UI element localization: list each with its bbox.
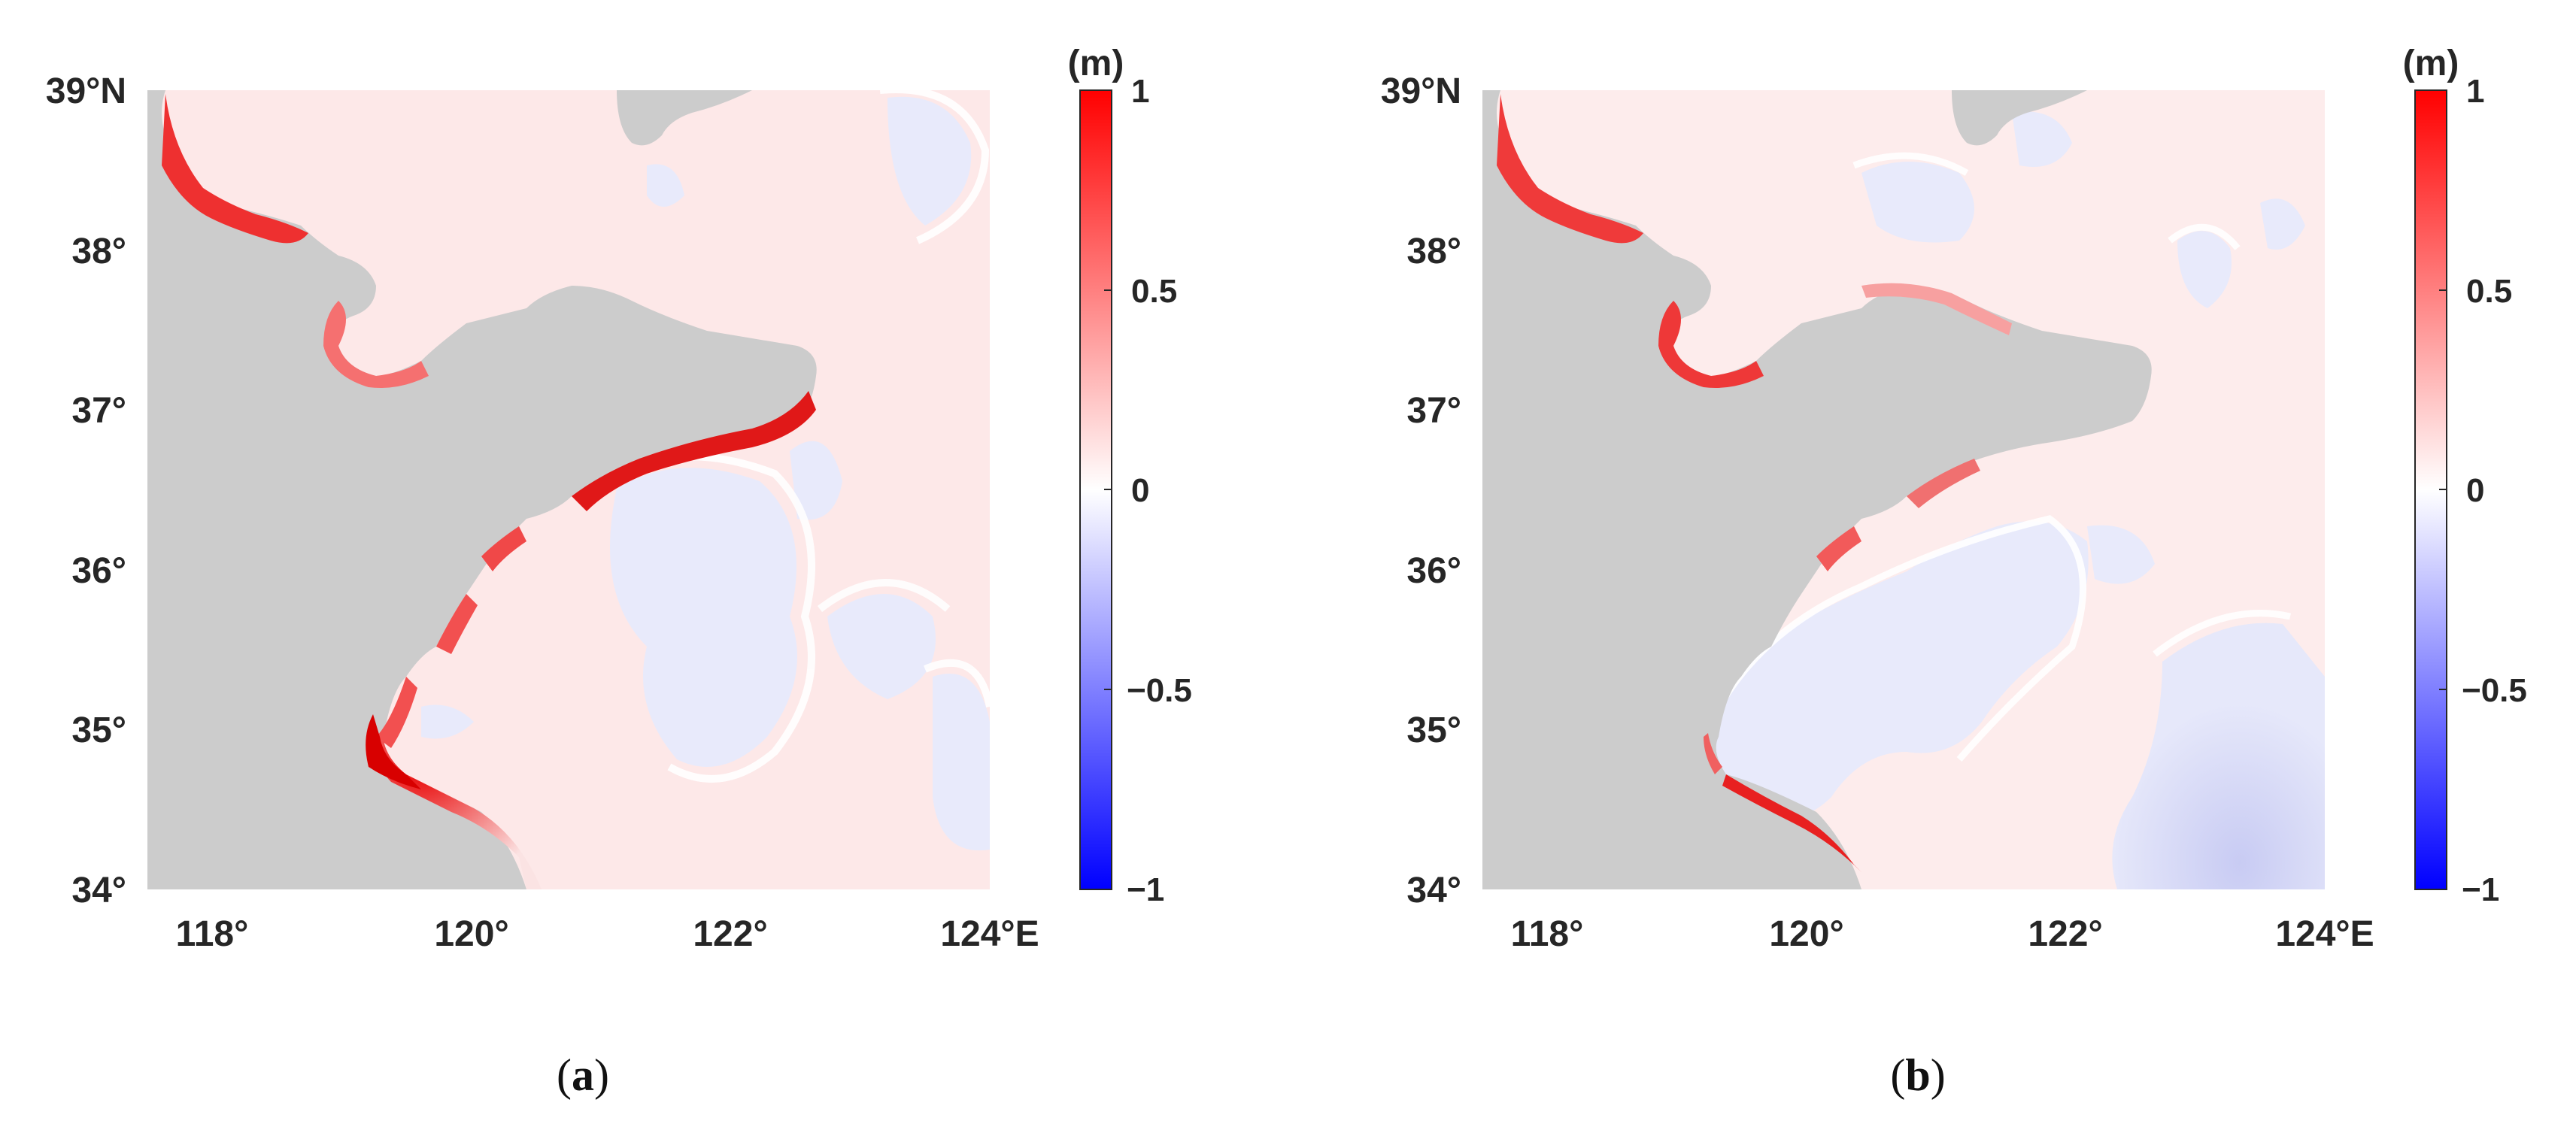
y-tick-label: 35° bbox=[71, 710, 126, 750]
land-mass bbox=[1482, 90, 2152, 889]
colorbar-unit: (m) bbox=[1068, 44, 1124, 83]
colorbar-tick: −1 bbox=[1127, 871, 1164, 908]
colorbar-tick: 0 bbox=[1131, 472, 1149, 509]
colorbar-tick: 1 bbox=[1131, 73, 1149, 110]
colorbar-tick: 1 bbox=[2466, 73, 2484, 110]
colorbar-tick: −1 bbox=[2462, 871, 2499, 908]
x-tick-label: 122° bbox=[693, 914, 767, 954]
x-tick-label: 120° bbox=[1769, 914, 1843, 954]
colorbar-unit: (m) bbox=[2403, 44, 2459, 83]
y-tick-label: 37° bbox=[1406, 391, 1461, 431]
y-tick-label: 36° bbox=[71, 551, 126, 591]
x-axis-b: 118° 120° 122° 124°E bbox=[1511, 914, 2374, 954]
x-tick-label: 122° bbox=[2028, 914, 2102, 954]
negative-anomaly-patches bbox=[421, 96, 990, 851]
y-tick-label: 37° bbox=[71, 391, 126, 431]
y-tick-label: 39°N bbox=[46, 71, 126, 111]
x-tick-label: 124°E bbox=[940, 914, 1039, 954]
land-mass bbox=[147, 90, 817, 889]
x-axis-a: 118° 120° 122° 124°E bbox=[176, 914, 1039, 954]
x-tick-label: 120° bbox=[434, 914, 508, 954]
colorbar-b: (m) 1 0.5 0 −0.5 −1 bbox=[2403, 44, 2527, 908]
colorbar-tick: 0.5 bbox=[1131, 273, 1177, 310]
y-axis-a: 39°N 38° 37° 36° 35° 34° bbox=[46, 71, 126, 910]
near-zero-contours bbox=[1707, 152, 2291, 762]
y-tick-label: 35° bbox=[1406, 710, 1461, 750]
y-tick-label: 39°N bbox=[1381, 71, 1461, 111]
panel-a: 39°N 38° 37° 36° 35° 34° 118° 120° 122° … bbox=[46, 44, 1192, 1100]
negative-anomaly-patches bbox=[1711, 111, 2325, 889]
x-tick-label: 118° bbox=[1511, 914, 1584, 954]
colorbar-tick: −0.5 bbox=[2462, 672, 2527, 709]
positive-coastal-anomaly bbox=[162, 94, 816, 889]
panel-sublabel: (b) bbox=[1890, 1050, 1945, 1100]
y-tick-label: 34° bbox=[1406, 871, 1461, 910]
y-axis-b: 39°N 38° 37° 36° 35° 34° bbox=[1381, 71, 1461, 910]
colorbar-tick: 0.5 bbox=[2466, 273, 2512, 310]
panel-sublabel: (a) bbox=[557, 1050, 609, 1100]
y-tick-label: 34° bbox=[71, 871, 126, 910]
positive-coastal-anomaly bbox=[1497, 94, 2012, 872]
x-tick-label: 118° bbox=[176, 914, 249, 954]
y-tick-label: 36° bbox=[1406, 551, 1461, 591]
colorbar-tick: 0 bbox=[2466, 472, 2484, 509]
y-tick-label: 38° bbox=[1406, 232, 1461, 271]
near-zero-contours bbox=[599, 86, 994, 783]
panel-b: 39°N 38° 37° 36° 35° 34° 118° 120° 122° … bbox=[1335, 0, 2576, 1130]
x-tick-label: 124°E bbox=[2275, 914, 2374, 954]
map-chart-b: 39°N 38° 37° 36° 35° 34° 118° 120° 122° … bbox=[1381, 44, 2527, 1100]
colorbar-a: (m) 1 0.5 0 −0.5 −1 bbox=[1068, 44, 1192, 908]
colorbar-tick: −0.5 bbox=[1127, 672, 1192, 709]
map-chart-a: 39°N 38° 37° 36° 35° 34° 118° 120° 122° … bbox=[46, 44, 1192, 1100]
y-tick-label: 38° bbox=[71, 232, 126, 271]
